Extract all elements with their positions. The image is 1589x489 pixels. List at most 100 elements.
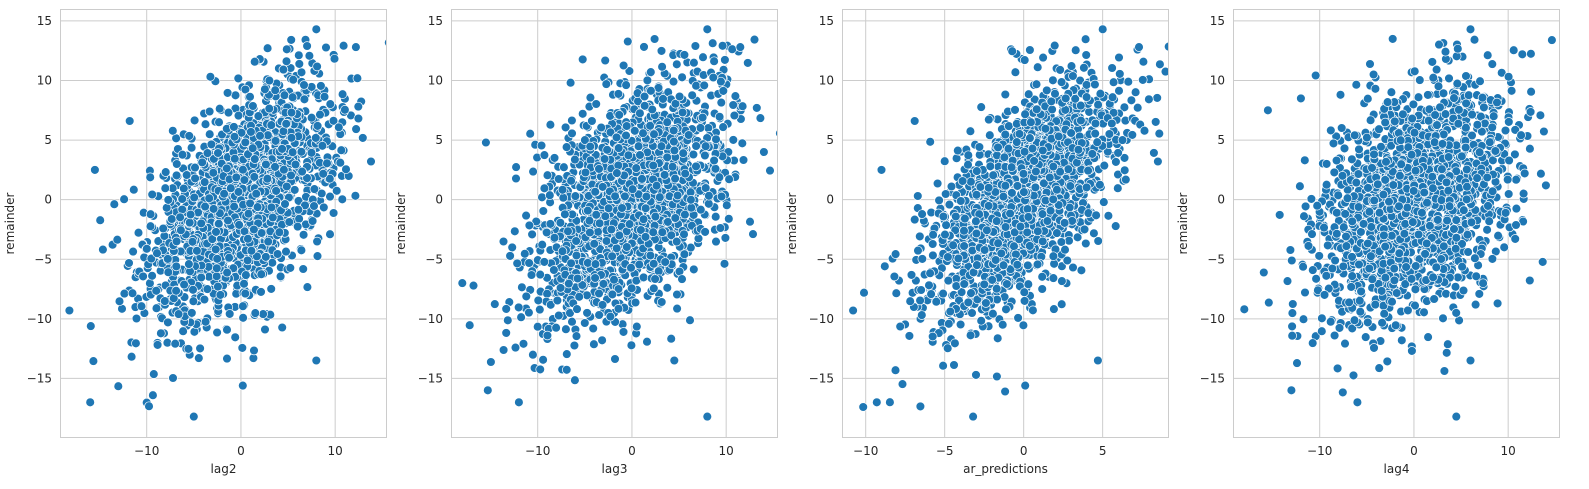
data-point <box>178 326 188 336</box>
x-tick-label: 0 <box>237 444 245 458</box>
data-point <box>190 162 200 173</box>
data-point <box>468 280 479 291</box>
data-point <box>253 111 264 121</box>
data-point <box>1115 69 1125 79</box>
data-point <box>251 188 261 199</box>
data-point <box>282 181 292 192</box>
data-point <box>204 193 214 204</box>
data-point <box>264 103 275 114</box>
data-point <box>591 99 601 109</box>
data-point <box>716 76 726 87</box>
data-point <box>925 268 935 278</box>
data-point <box>328 208 339 218</box>
data-point <box>646 67 656 77</box>
data-point <box>722 200 732 210</box>
data-point <box>627 184 638 194</box>
data-point <box>605 127 616 138</box>
data-point <box>296 67 307 78</box>
data-point <box>222 267 232 278</box>
data-point <box>686 195 696 205</box>
data-point <box>170 338 180 349</box>
data-point <box>691 80 701 91</box>
data-point <box>674 91 685 102</box>
data-point <box>1150 117 1161 127</box>
data-point <box>583 205 593 216</box>
data-point <box>189 192 199 203</box>
data-point <box>925 137 935 147</box>
data-point <box>679 229 689 240</box>
data-point <box>109 199 120 209</box>
data-point <box>727 44 737 54</box>
data-point <box>577 54 588 65</box>
data-point <box>688 149 699 160</box>
data-point <box>951 211 961 222</box>
data-point <box>171 286 181 296</box>
data-point <box>145 209 156 219</box>
data-point <box>312 236 322 247</box>
data-point <box>567 115 577 126</box>
data-point <box>611 132 622 143</box>
data-point <box>683 130 694 140</box>
data-point <box>542 330 553 341</box>
data-point <box>545 119 556 130</box>
data-point <box>192 246 202 256</box>
data-point <box>759 147 769 157</box>
data-point <box>264 75 275 86</box>
data-point <box>610 354 620 364</box>
data-point <box>322 158 332 169</box>
data-point <box>669 145 680 156</box>
data-point <box>224 309 235 319</box>
data-point <box>572 304 582 314</box>
data-point <box>1056 237 1067 247</box>
data-point <box>287 147 298 157</box>
data-point <box>609 274 619 285</box>
data-point <box>1138 75 1148 85</box>
data-point <box>939 156 950 166</box>
data-point <box>161 203 172 213</box>
data-point <box>296 147 307 157</box>
data-point <box>699 80 709 91</box>
points-group <box>848 24 1169 422</box>
data-point <box>714 172 725 182</box>
x-tick-label: −10 <box>525 444 550 458</box>
data-point <box>695 123 706 133</box>
data-point <box>642 336 652 347</box>
data-point <box>1048 75 1058 86</box>
data-point <box>535 364 545 375</box>
data-point <box>1023 89 1034 99</box>
data-point <box>1132 102 1143 113</box>
data-point <box>175 212 185 223</box>
data-point <box>302 173 312 183</box>
data-point <box>212 254 222 264</box>
data-point <box>630 297 641 308</box>
data-point <box>997 319 1008 330</box>
data-point <box>1119 102 1130 113</box>
data-point <box>960 213 970 224</box>
data-point <box>481 137 491 148</box>
data-point <box>686 242 696 253</box>
data-point <box>613 89 624 99</box>
data-point <box>649 34 660 44</box>
data-point <box>524 307 534 318</box>
data-point <box>256 228 267 238</box>
data-point <box>229 122 239 132</box>
data-point <box>1099 197 1109 207</box>
data-point <box>716 191 727 202</box>
data-point <box>537 192 547 203</box>
data-point <box>184 131 194 141</box>
data-point <box>266 284 276 294</box>
data-point <box>307 216 318 226</box>
data-point <box>890 249 901 259</box>
data-point <box>545 219 556 229</box>
data-point <box>282 44 292 55</box>
data-point <box>351 42 361 52</box>
data-point <box>311 355 322 366</box>
data-point <box>270 162 280 172</box>
data-point <box>238 301 248 311</box>
data-point <box>248 101 258 111</box>
data-point <box>605 311 616 322</box>
data-point <box>325 229 335 239</box>
data-point <box>298 264 308 274</box>
data-point <box>144 401 154 411</box>
